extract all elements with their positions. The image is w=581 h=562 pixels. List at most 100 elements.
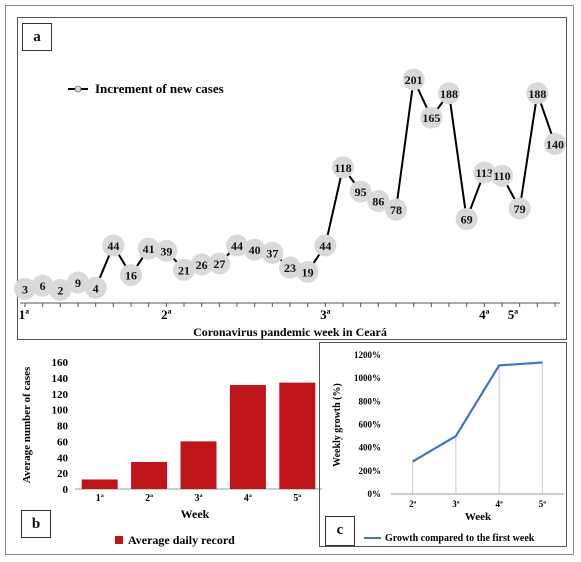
data-label: 69 <box>461 213 473 227</box>
data-point <box>420 106 443 129</box>
y-axis-title-b: Average number of cases <box>21 366 33 483</box>
x-tick-label: 3ª <box>452 499 460 509</box>
data-point <box>526 82 549 105</box>
data-label: 188 <box>440 87 458 101</box>
y-tick-label: 100 <box>52 405 69 417</box>
data-label: 19 <box>302 265 314 279</box>
x-axis-title-b: Week <box>181 507 210 521</box>
data-label: 113 <box>476 166 493 180</box>
data-point <box>14 277 36 300</box>
bar <box>279 382 316 489</box>
x-tick-label: 5ª <box>539 499 547 509</box>
x-tick-label: 4ª <box>479 307 490 322</box>
legend-marker-symbol <box>74 85 82 93</box>
data-point <box>314 234 337 257</box>
data-label: 16 <box>125 269 137 283</box>
legend-label-a: Increment of new cases <box>95 81 224 96</box>
legend-label-b: Average daily record <box>128 533 235 547</box>
data-label: 44 <box>231 239 243 253</box>
data-point <box>438 82 460 105</box>
bar <box>229 385 266 489</box>
x-tick-label: 1ª <box>96 493 104 504</box>
data-label: 23 <box>284 261 296 275</box>
data-label: 41 <box>143 242 155 256</box>
data-point <box>102 234 125 257</box>
x-tick-label: 4ª <box>496 499 504 509</box>
data-point <box>208 252 231 275</box>
bar <box>81 479 118 489</box>
panel-a-tag: a <box>22 23 52 51</box>
data-label: 21 <box>178 263 190 277</box>
bar <box>180 441 217 489</box>
data-label: 44 <box>107 239 119 253</box>
x-tick-label: 2ª <box>161 307 172 322</box>
data-point <box>226 234 248 257</box>
data-point <box>491 164 513 187</box>
x-tick-label: 2ª <box>409 499 417 509</box>
y-tick-label: 0% <box>368 489 382 499</box>
data-point <box>49 278 72 301</box>
y-tick-label: 40 <box>57 452 69 464</box>
data-point <box>190 253 213 276</box>
y-tick-label: 140 <box>52 373 69 385</box>
y-tick-label: 20 <box>57 468 69 480</box>
data-label: 110 <box>493 169 510 183</box>
data-label: 201 <box>405 73 423 87</box>
data-label: 165 <box>422 111 440 125</box>
data-point <box>137 237 160 260</box>
y-tick-label: 80 <box>57 421 69 433</box>
data-label: 78 <box>390 203 402 217</box>
x-tick-label: 5ª <box>508 307 519 322</box>
data-point <box>455 208 478 231</box>
y-tick-label: 60 <box>57 436 69 448</box>
data-point <box>296 260 319 283</box>
data-point <box>67 271 89 294</box>
data-label: 40 <box>249 243 261 257</box>
data-point <box>84 276 107 299</box>
y-tick-label: 0 <box>63 484 69 496</box>
y-axis-title-c: Weekly growth (%) <box>332 383 343 467</box>
y-tick-label: 800% <box>359 396 382 406</box>
data-label: 140 <box>546 138 564 152</box>
data-point <box>473 161 496 184</box>
y-tick-label: 600% <box>359 420 382 430</box>
x-axis-title-a: Coronavirus pandemic week in Ceará <box>193 325 387 339</box>
data-label: 95 <box>355 185 367 199</box>
y-tick-label: 200% <box>359 466 382 476</box>
y-tick-label: 1200% <box>354 350 381 360</box>
data-point <box>261 241 284 264</box>
data-point <box>349 180 372 203</box>
data-label: 37 <box>266 246 278 260</box>
data-point <box>173 258 195 281</box>
y-tick-label: 400% <box>359 443 382 453</box>
data-label: 2 <box>57 283 63 297</box>
data-label: 79 <box>514 202 526 216</box>
data-point <box>402 68 425 91</box>
x-tick-label: 4ª <box>244 493 252 504</box>
data-label: 44 <box>319 239 331 253</box>
legend-label-c: Growth compared to the first week <box>385 533 535 544</box>
x-tick-label: 3ª <box>320 307 331 322</box>
panel-a <box>17 17 567 340</box>
data-label: 26 <box>196 258 208 272</box>
data-label: 188 <box>528 87 546 101</box>
data-point <box>155 239 178 262</box>
data-point <box>120 264 142 287</box>
data-label: 4 <box>93 281 99 295</box>
x-tick-label: 3ª <box>195 493 203 504</box>
data-point <box>332 156 354 179</box>
x-tick-label: 2ª <box>145 493 153 504</box>
data-label: 118 <box>334 161 351 175</box>
legend-swatch-b <box>115 536 123 544</box>
panel-c-box <box>319 342 567 547</box>
x-tick-label: 1ª <box>19 307 30 322</box>
data-point <box>243 238 266 261</box>
panel-b-tag: b <box>21 510 51 538</box>
data-label: 39 <box>160 244 172 258</box>
panel-c-tag: c <box>325 516 355 546</box>
series-line-growth <box>412 361 543 463</box>
data-point <box>508 197 531 220</box>
